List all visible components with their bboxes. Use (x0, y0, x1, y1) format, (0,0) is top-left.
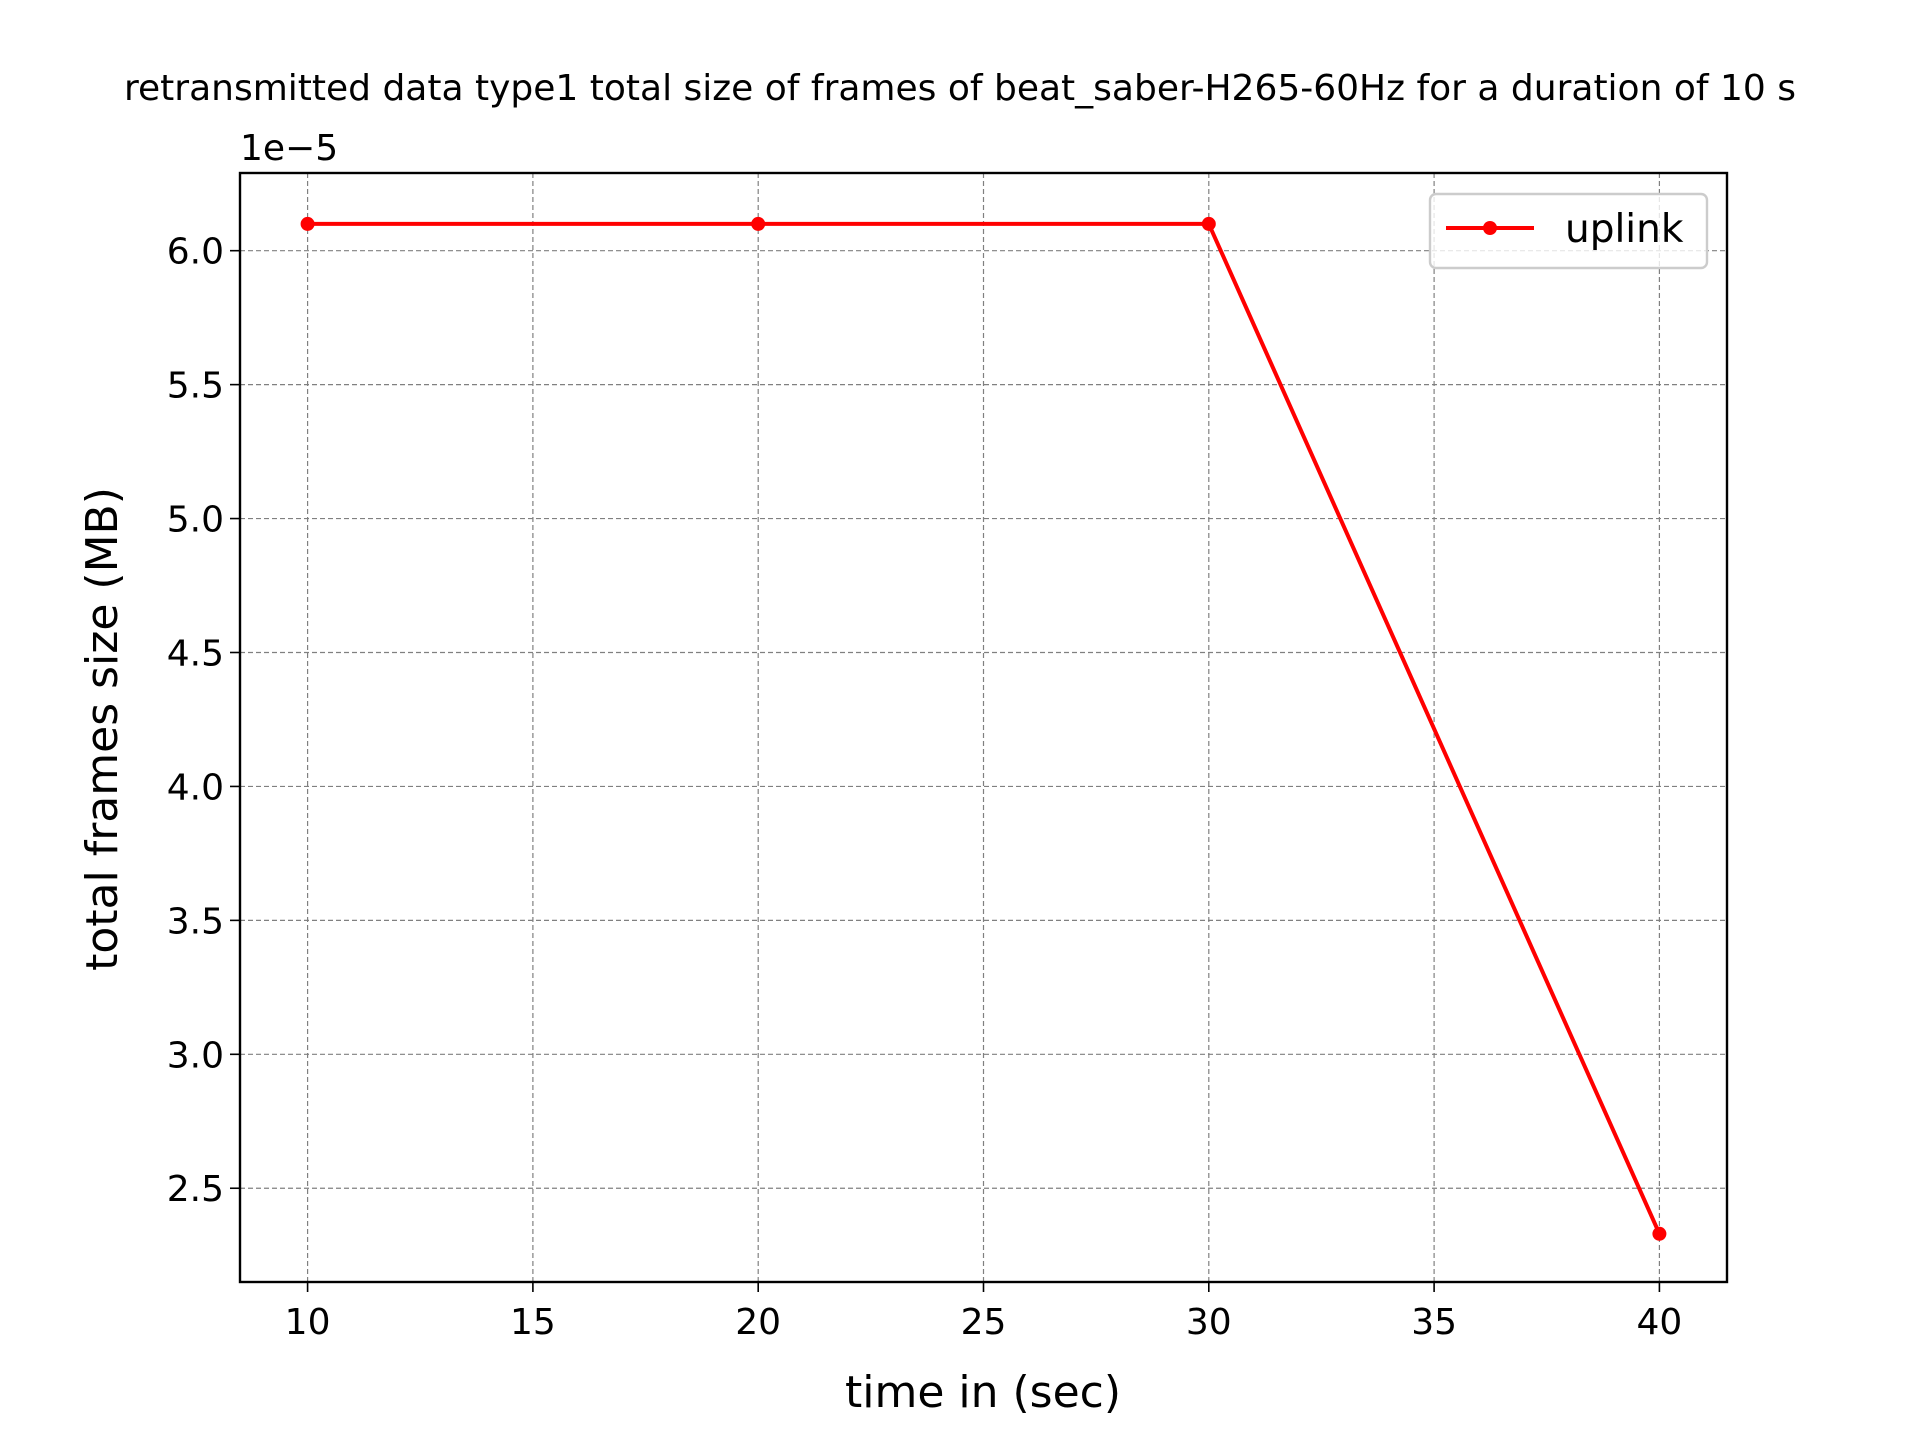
data-point-uplink (1201, 216, 1216, 231)
x-tick-label: 25 (961, 1302, 1007, 1343)
y-tick-label: 2.5 (167, 1169, 224, 1210)
y-tick-label: 5.0 (167, 500, 224, 541)
chart-title: retransmitted data type1 total size of f… (124, 68, 1796, 109)
y-tick-label: 3.0 (167, 1035, 224, 1076)
x-tick-label: 35 (1411, 1302, 1457, 1343)
x-tick-label: 40 (1637, 1302, 1683, 1343)
y-tick-label: 4.5 (167, 633, 224, 674)
legend-label-uplink: uplink (1565, 207, 1684, 252)
data-point-uplink (300, 216, 315, 231)
y-tick-label: 5.5 (167, 366, 224, 407)
y-axis-label: total frames size (MB) (77, 487, 128, 971)
ticks: 10 15 20 25 30 35 40 2.5 3.0 3.5 4.0 4.5 5.0 5.5 6.0 (167, 232, 1683, 1343)
data-point-uplink (751, 216, 766, 231)
y-tick-label: 6.0 (167, 232, 224, 273)
legend: uplink (1428, 192, 1709, 270)
x-tick-label: 10 (285, 1302, 331, 1343)
y-tick-label: 4.0 (167, 767, 224, 808)
x-tick-label: 30 (1186, 1302, 1232, 1343)
x-tick-label: 20 (735, 1302, 781, 1343)
y-tick-label: 3.5 (167, 901, 224, 942)
series-layer (300, 216, 1667, 1241)
data-point-uplink (1652, 1226, 1667, 1241)
series-line-uplink (307, 221, 1662, 1235)
legend-point-marker (1483, 221, 1497, 235)
legend-frame (1428, 192, 1709, 270)
y-offset-label: 1e−5 (240, 128, 338, 169)
grid (240, 173, 1727, 1282)
x-axis-label: time in (sec) (845, 1367, 1121, 1418)
x-tick-label: 15 (510, 1302, 556, 1343)
